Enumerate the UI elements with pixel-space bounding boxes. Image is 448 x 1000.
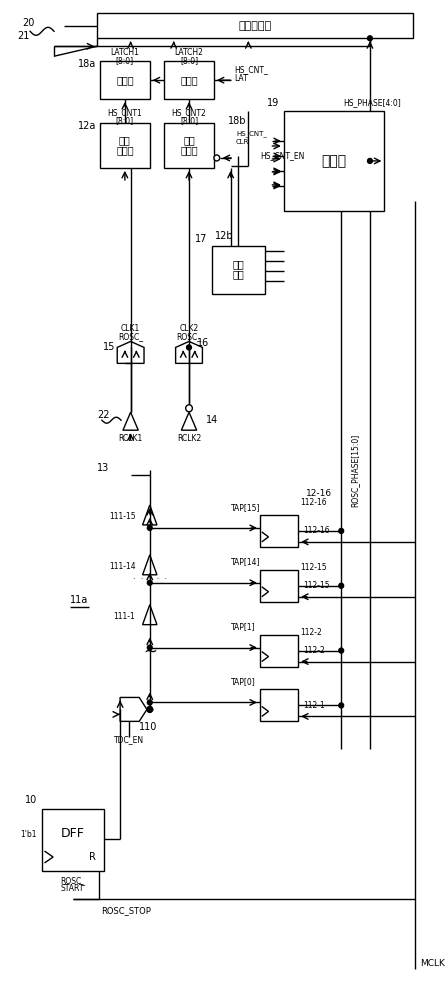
Text: 11a: 11a	[70, 595, 89, 605]
Circle shape	[147, 645, 152, 650]
Text: TAP[15]: TAP[15]	[231, 503, 261, 512]
Text: 12b: 12b	[215, 231, 233, 241]
Text: 计数器: 计数器	[116, 145, 134, 155]
Text: 高速: 高速	[183, 136, 195, 146]
Text: 宣里寄存器: 宣里寄存器	[238, 21, 271, 31]
Text: TAP[0]: TAP[0]	[231, 677, 256, 686]
Circle shape	[147, 580, 152, 585]
Text: [8:0]: [8:0]	[116, 56, 134, 65]
Text: TAP[14]: TAP[14]	[231, 557, 261, 566]
Text: 19: 19	[267, 98, 279, 108]
Text: 15: 15	[103, 342, 116, 352]
Text: 18b: 18b	[228, 116, 247, 126]
Text: [8:0]: [8:0]	[180, 56, 198, 65]
Circle shape	[339, 528, 344, 533]
Circle shape	[367, 158, 372, 163]
Text: TDC_EN: TDC_EN	[114, 735, 144, 744]
Text: ROSC_: ROSC_	[60, 876, 85, 885]
Circle shape	[147, 707, 152, 712]
Text: ROSC_: ROSC_	[177, 332, 202, 341]
Bar	[260, 689, 298, 721]
Text: 1'b1: 1'b1	[20, 830, 37, 839]
Text: HS_CNT_: HS_CNT_	[236, 131, 267, 137]
Text: TAP[1]: TAP[1]	[231, 622, 256, 631]
Text: DFF: DFF	[61, 827, 85, 840]
Circle shape	[185, 405, 192, 412]
Text: [8:0]: [8:0]	[180, 117, 198, 126]
Text: MCLK: MCLK	[420, 959, 444, 968]
Text: [8:0]: [8:0]	[116, 117, 134, 126]
Circle shape	[147, 525, 152, 530]
Text: HS_CNT_: HS_CNT_	[234, 65, 268, 74]
Text: RCLK1: RCLK1	[119, 434, 143, 443]
Text: 14: 14	[206, 415, 219, 425]
Text: ROSC_STOP: ROSC_STOP	[101, 906, 151, 915]
Text: HS_CNT_EN: HS_CNT_EN	[260, 151, 304, 160]
Text: R: R	[89, 852, 96, 862]
Circle shape	[214, 155, 220, 161]
Text: 112-16: 112-16	[303, 526, 330, 535]
Text: 12a: 12a	[78, 121, 96, 131]
Text: 检测: 检测	[233, 270, 244, 280]
Text: 112-16: 112-16	[300, 498, 327, 507]
Text: 18a: 18a	[78, 59, 96, 69]
Text: ROSC_: ROSC_	[118, 332, 143, 341]
Text: 16: 16	[197, 338, 210, 348]
Text: 计数器: 计数器	[180, 145, 198, 155]
Bar	[164, 61, 214, 99]
Text: 边缘: 边缘	[233, 260, 244, 270]
Text: 22: 22	[97, 410, 110, 420]
Circle shape	[367, 36, 372, 41]
Bar	[164, 123, 214, 168]
Text: 12-16: 12-16	[306, 489, 332, 498]
Text: CLR: CLR	[236, 139, 249, 145]
Text: HS_CNT1: HS_CNT1	[108, 109, 142, 118]
Circle shape	[339, 583, 344, 588]
Text: START: START	[61, 884, 85, 893]
Text: HS_PHASE[4:0]: HS_PHASE[4:0]	[344, 99, 401, 108]
Circle shape	[339, 648, 344, 653]
Text: 21: 21	[17, 31, 30, 41]
Bar	[260, 570, 298, 602]
Text: ·  ·  ·  ·  ·: · · · · ·	[133, 575, 167, 584]
Text: 17: 17	[195, 234, 207, 244]
Text: 111-15: 111-15	[109, 512, 135, 521]
Circle shape	[187, 345, 191, 350]
Text: HS_CNT2: HS_CNT2	[172, 109, 207, 118]
Bar	[260, 635, 298, 667]
Text: 112-1: 112-1	[303, 701, 325, 710]
Text: 20: 20	[22, 18, 35, 28]
Text: 110: 110	[139, 722, 157, 732]
Text: ROSC_PHASE[15:0]: ROSC_PHASE[15:0]	[351, 433, 360, 507]
Text: 112-15: 112-15	[300, 563, 327, 572]
Text: 触发器: 触发器	[180, 75, 198, 85]
Text: LATCH1: LATCH1	[111, 48, 139, 57]
Text: CLK1: CLK1	[121, 324, 140, 333]
Text: 13: 13	[97, 463, 109, 473]
Text: 触发器: 触发器	[116, 75, 134, 85]
Circle shape	[339, 703, 344, 708]
Text: 112-2: 112-2	[303, 646, 325, 655]
Bar	[260, 515, 298, 547]
Bar	[284, 111, 384, 211]
Bar	[212, 246, 265, 294]
Text: 111-14: 111-14	[109, 562, 135, 571]
Circle shape	[147, 700, 152, 705]
Bar	[42, 809, 104, 871]
Text: 112-2: 112-2	[300, 628, 322, 637]
Text: 高速: 高速	[119, 136, 131, 146]
Bar	[100, 123, 150, 168]
Text: RCLK2: RCLK2	[177, 434, 201, 443]
Text: 编码器: 编码器	[322, 154, 347, 168]
Bar	[100, 61, 150, 99]
Text: LATCH2: LATCH2	[175, 48, 203, 57]
Text: LAT: LAT	[234, 74, 248, 83]
Text: 112-15: 112-15	[303, 581, 330, 590]
Bar	[97, 13, 413, 38]
Text: ~: ~	[143, 643, 157, 661]
Text: CLK2: CLK2	[179, 324, 198, 333]
Circle shape	[147, 706, 153, 712]
Text: 111-1: 111-1	[114, 612, 135, 621]
Text: 10: 10	[25, 795, 37, 805]
